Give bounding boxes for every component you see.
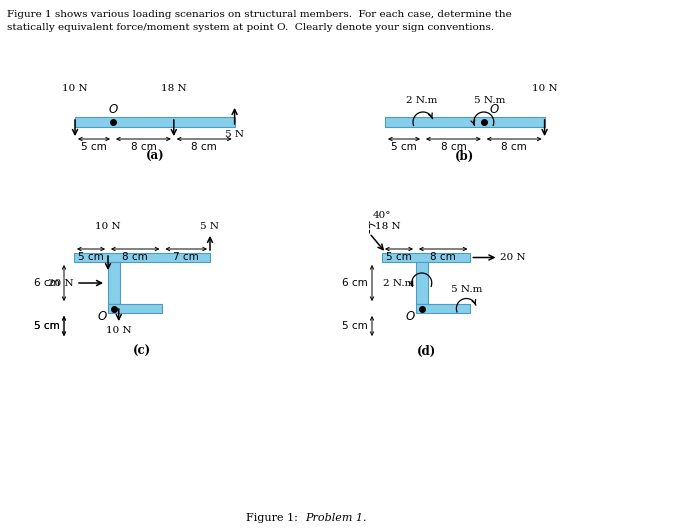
Text: 2 N.m: 2 N.m <box>383 278 414 287</box>
Text: Problem 1.: Problem 1. <box>305 513 367 523</box>
Text: 5 cm: 5 cm <box>391 142 417 152</box>
Text: 2 N.m: 2 N.m <box>406 96 438 105</box>
Text: 5 cm: 5 cm <box>81 142 107 152</box>
Text: $O$: $O$ <box>108 103 118 116</box>
Text: 10 N: 10 N <box>62 84 88 93</box>
Text: $O$: $O$ <box>489 103 500 116</box>
Text: 6 cm: 6 cm <box>34 278 60 288</box>
Text: $O$: $O$ <box>405 311 416 323</box>
Text: (a): (a) <box>146 150 164 163</box>
Text: 5 N: 5 N <box>200 222 220 231</box>
Text: 6 cm: 6 cm <box>342 278 368 288</box>
Text: 40°: 40° <box>372 211 391 220</box>
Text: 8 cm: 8 cm <box>191 142 217 152</box>
Text: statically equivalent force/moment system at point O.  Clearly denote your sign : statically equivalent force/moment syste… <box>7 23 494 32</box>
Text: 8 cm: 8 cm <box>430 252 456 262</box>
Text: (c): (c) <box>133 345 151 358</box>
Text: 20 N: 20 N <box>48 278 74 287</box>
Text: 8 cm: 8 cm <box>130 142 156 152</box>
Text: 8 cm: 8 cm <box>501 142 527 152</box>
Text: 7 cm: 7 cm <box>174 252 199 262</box>
Text: 5 N.m: 5 N.m <box>474 96 505 105</box>
Text: (d): (d) <box>416 345 436 358</box>
Text: 18 N: 18 N <box>375 222 401 231</box>
Text: Figure 1:: Figure 1: <box>246 513 305 523</box>
Text: 5 cm: 5 cm <box>78 252 104 262</box>
Text: 10 N: 10 N <box>95 222 121 231</box>
Text: 5 cm: 5 cm <box>34 321 60 331</box>
Text: 10 N: 10 N <box>106 326 132 335</box>
Bar <box>74 253 210 262</box>
Text: 5 cm: 5 cm <box>34 321 60 331</box>
Bar <box>385 117 545 127</box>
Text: $O$: $O$ <box>97 311 108 323</box>
Bar <box>382 253 470 262</box>
Text: 5 N.m: 5 N.m <box>451 286 482 295</box>
Bar <box>416 304 470 313</box>
Text: Figure 1 shows various loading scenarios on structural members.  For each case, : Figure 1 shows various loading scenarios… <box>7 10 512 19</box>
Text: 10 N: 10 N <box>532 84 557 93</box>
Text: 8 cm: 8 cm <box>440 142 466 152</box>
Text: (b): (b) <box>455 150 475 163</box>
Bar <box>108 304 162 313</box>
Text: 5 N: 5 N <box>225 130 244 139</box>
Text: 5 cm: 5 cm <box>386 252 412 262</box>
Text: 20 N: 20 N <box>500 253 526 262</box>
Text: 18 N: 18 N <box>161 84 187 93</box>
Text: 5 cm: 5 cm <box>342 321 368 331</box>
Text: 8 cm: 8 cm <box>122 252 148 262</box>
Bar <box>75 117 234 127</box>
Bar <box>108 262 120 304</box>
Bar <box>416 262 428 304</box>
